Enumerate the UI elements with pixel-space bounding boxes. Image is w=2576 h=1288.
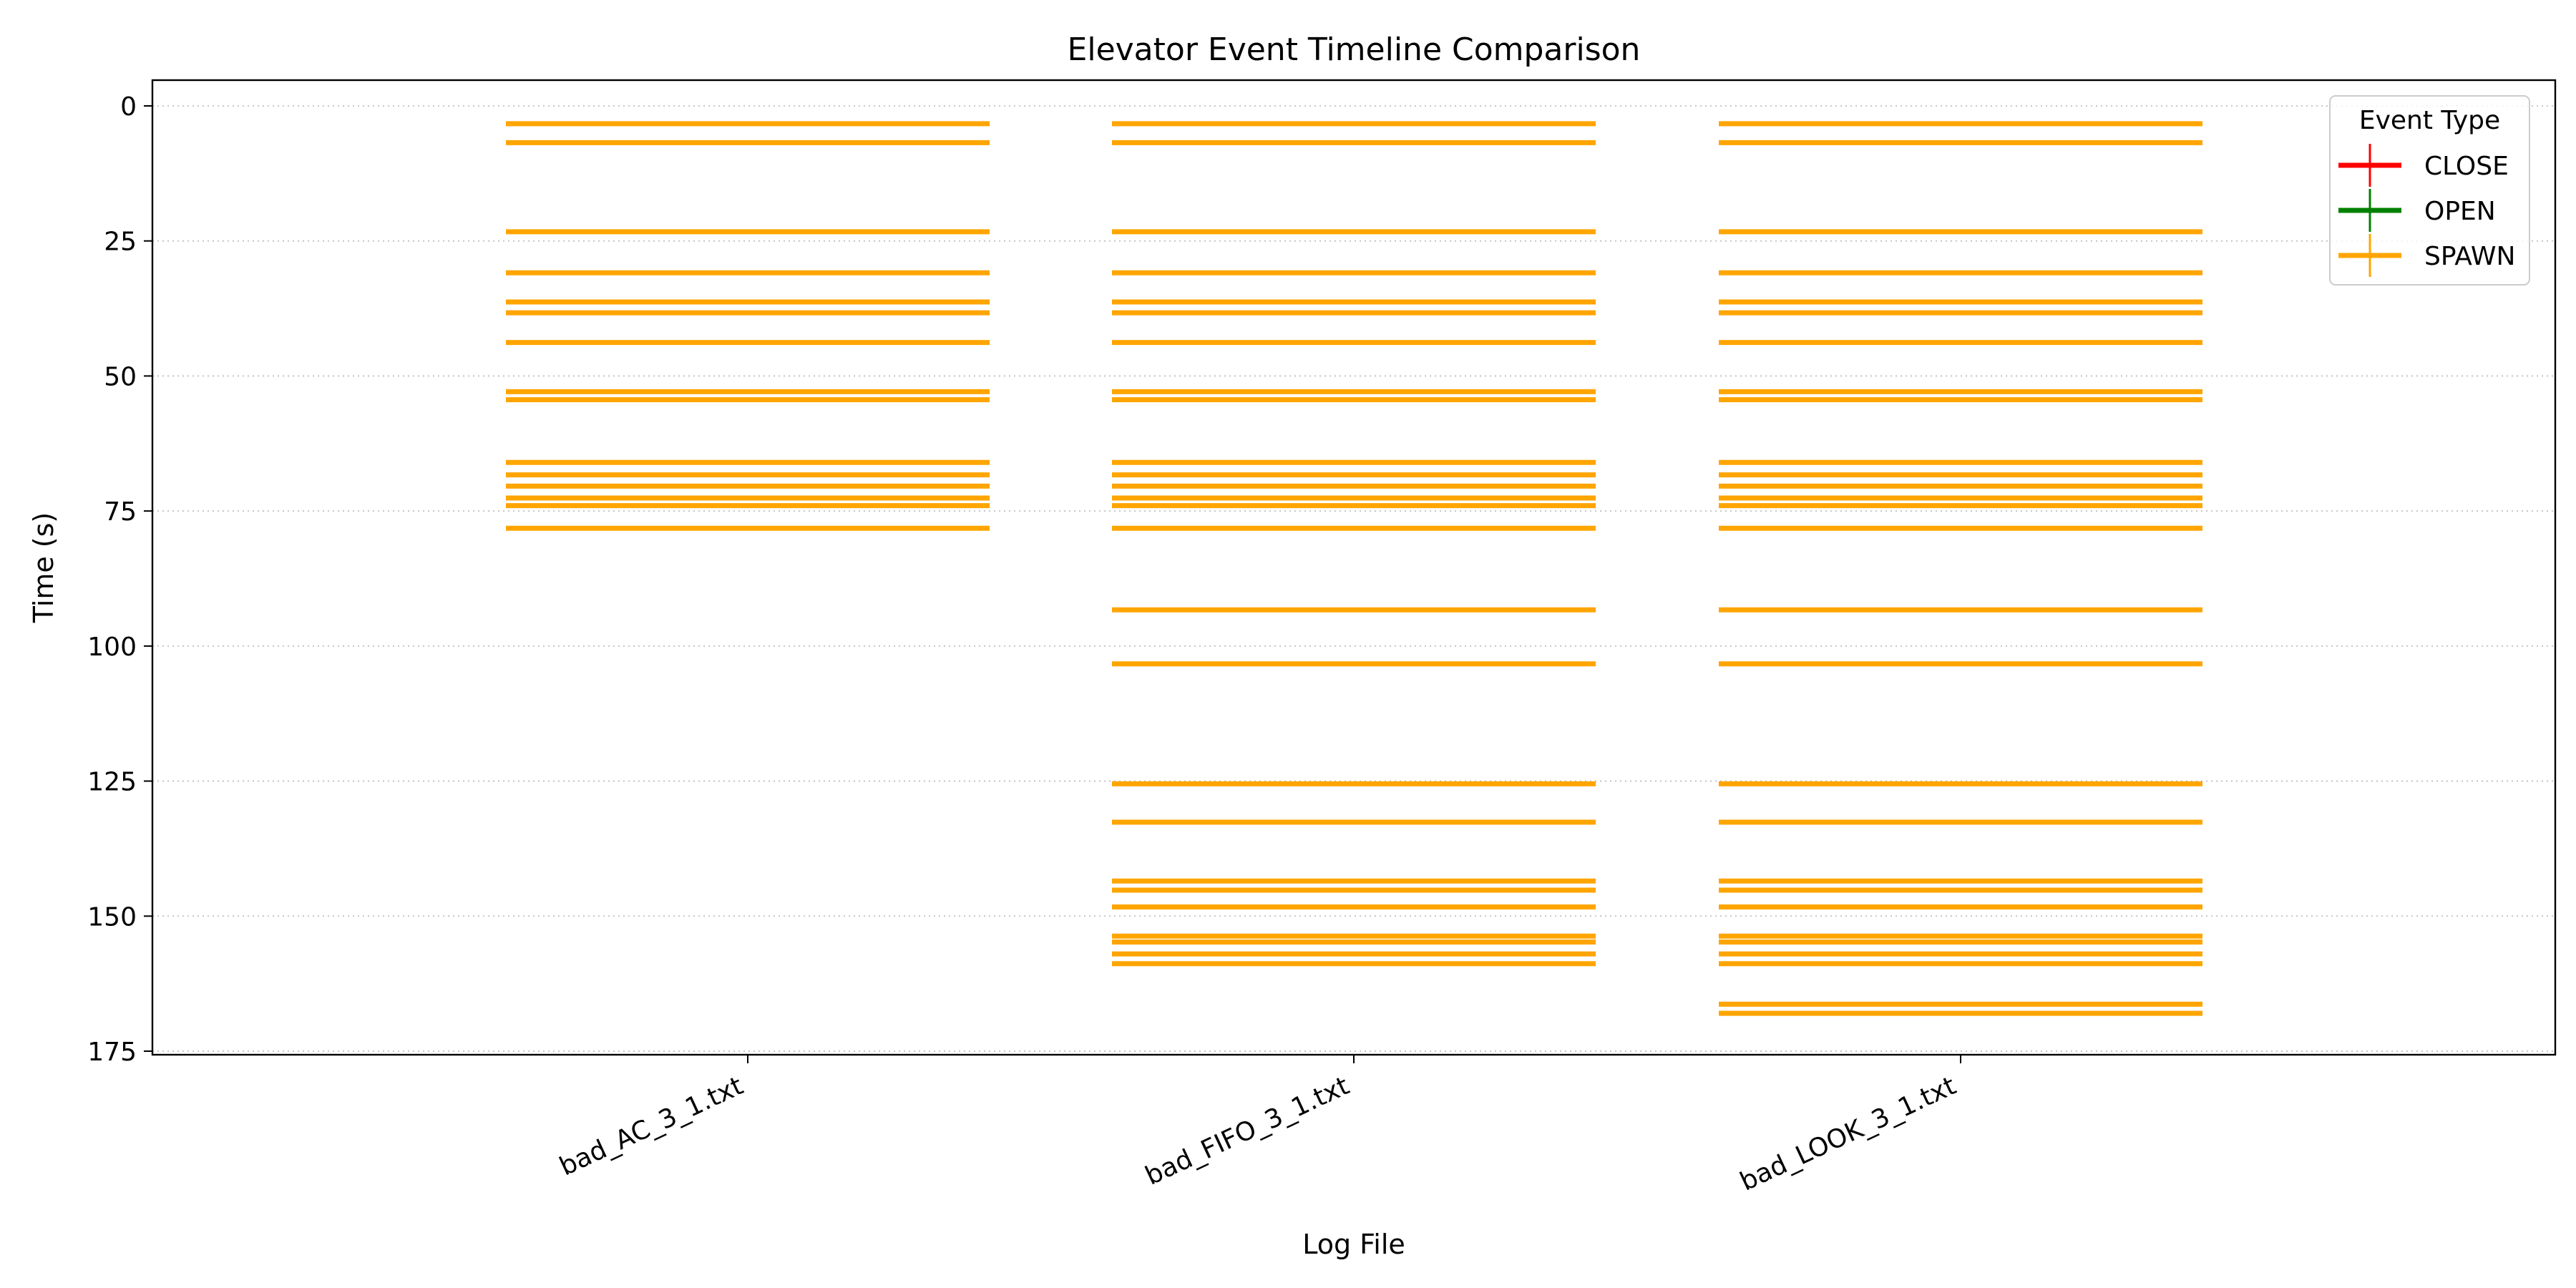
legend-box (2329, 95, 2530, 286)
chart-title: Elevator Event Timeline Comparison (1068, 31, 1641, 68)
y-tick-label: 150 (87, 902, 137, 932)
event-marks (506, 121, 2202, 1016)
y-tick-label: 0 (120, 92, 137, 122)
x-axis-label: Log File (1302, 1229, 1405, 1260)
legend-label: SPAWN (2424, 242, 2515, 271)
legend: Event Type CLOSE OPEN SPAWN (2329, 95, 2530, 286)
y-tick-label: 25 (104, 228, 137, 257)
legend-title: Event Type (2359, 106, 2500, 135)
y-tick-label: 175 (87, 1038, 137, 1067)
y-tick-label: 50 (104, 362, 137, 391)
y-axis-label: Time (s) (28, 512, 59, 624)
y-tick-label: 100 (87, 633, 137, 662)
legend-label: OPEN (2424, 197, 2496, 226)
legend-label: CLOSE (2424, 152, 2509, 181)
y-tick-label: 125 (87, 768, 137, 797)
y-axis: 0 25 50 75 100 125 150 175 (87, 92, 152, 1067)
y-tick-label: 75 (104, 497, 137, 527)
